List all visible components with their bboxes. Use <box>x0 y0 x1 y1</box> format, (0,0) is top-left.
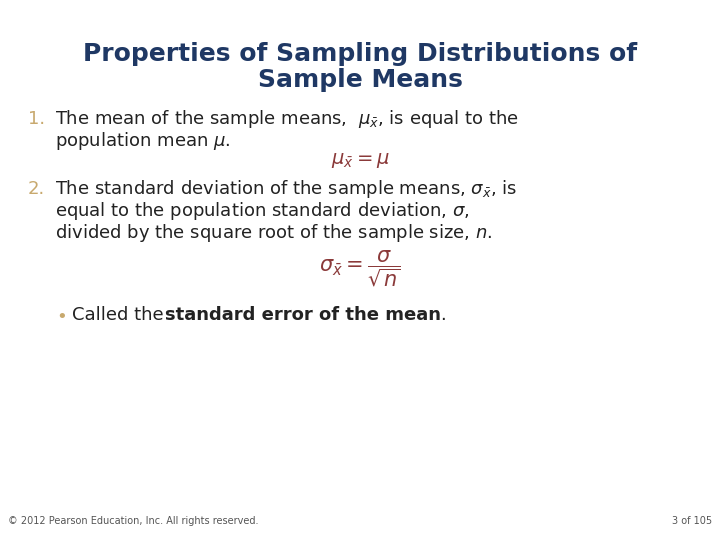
Text: Sample Means: Sample Means <box>258 68 462 92</box>
Text: Called the: Called the <box>72 306 169 324</box>
Text: 3 of 105: 3 of 105 <box>672 516 712 526</box>
Text: population mean $\mu$.: population mean $\mu$. <box>55 130 230 152</box>
Text: $\mu_{\bar{x}} = \mu$: $\mu_{\bar{x}} = \mu$ <box>330 151 390 170</box>
Text: •: • <box>57 308 68 326</box>
Text: equal to the population standard deviation, $\sigma$,: equal to the population standard deviati… <box>55 200 469 222</box>
Text: The mean of the sample means,  $\mu_{\bar{x}}$, is equal to the: The mean of the sample means, $\mu_{\bar… <box>55 108 519 130</box>
Text: standard error of the mean: standard error of the mean <box>165 306 441 324</box>
Text: The standard deviation of the sample means, $\sigma_{\bar{x}}$, is: The standard deviation of the sample mea… <box>55 178 517 200</box>
Text: 1.: 1. <box>28 110 45 128</box>
Text: © 2012 Pearson Education, Inc. All rights reserved.: © 2012 Pearson Education, Inc. All right… <box>8 516 258 526</box>
Text: divided by the square root of the sample size, $n$.: divided by the square root of the sample… <box>55 222 492 244</box>
Text: $\sigma_{\bar{x}} = \dfrac{\sigma}{\sqrt{n}}$: $\sigma_{\bar{x}} = \dfrac{\sigma}{\sqrt… <box>319 248 401 289</box>
Text: .: . <box>440 306 446 324</box>
Text: Properties of Sampling Distributions of: Properties of Sampling Distributions of <box>83 42 637 66</box>
Text: 2.: 2. <box>28 180 45 198</box>
